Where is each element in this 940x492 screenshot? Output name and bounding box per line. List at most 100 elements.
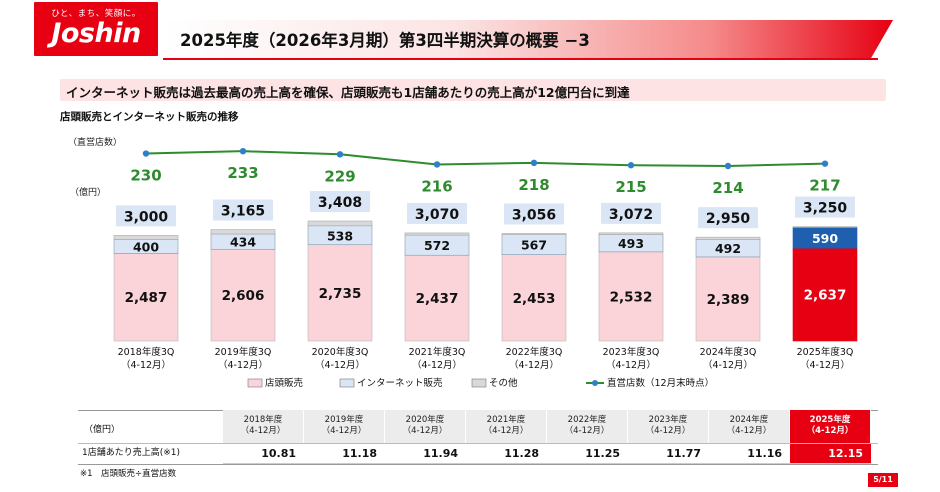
- category-sublabel: （4-12月）: [606, 359, 656, 371]
- category-sublabel: （4-12月）: [509, 359, 559, 371]
- category-label: 2018年度3Q: [118, 346, 175, 358]
- table-header-period: （4-12月）: [240, 426, 286, 436]
- table-header-year: 2021年度: [486, 415, 526, 425]
- table-header-year: 2023年度: [648, 415, 688, 425]
- table-unit: （億円）: [84, 425, 121, 435]
- page-number: 5/11: [868, 473, 898, 487]
- store-count-label: 229: [324, 167, 355, 185]
- store-count-point: [627, 162, 635, 169]
- table-header-year: 2020年度: [405, 415, 445, 425]
- store-sales-label: 2,453: [513, 291, 556, 307]
- internet-sales-label: 400: [133, 239, 159, 254]
- headline-text: インターネット販売は過去最高の売上高を確保、店頭販売も1店舗あたりの売上高が12…: [66, 85, 630, 100]
- category-label: 2024年度3Q: [700, 346, 757, 358]
- bar-other-sales: [695, 236, 761, 240]
- legend-swatch: [471, 378, 487, 388]
- table-header-cell: 2018年度 （4-12月）: [223, 410, 304, 443]
- sales-chart: （直営店数）（億円）2,4874003,0002302018年度3Q（4-12月…: [68, 136, 858, 389]
- category-sublabel: （4-12月）: [315, 359, 365, 371]
- category-sublabel: （4-12月）: [121, 359, 171, 371]
- category-label: 2023年度3Q: [603, 346, 660, 358]
- bar-store-sales: [598, 251, 664, 342]
- store-sales-label: 2,487: [125, 290, 168, 306]
- category-label: 2020年度3Q: [312, 346, 369, 358]
- total-label-box: [504, 203, 564, 225]
- table-header-period: （4-12月）: [564, 426, 610, 436]
- table-value-cell: 11.94: [385, 443, 466, 464]
- table-header-cell: 2022年度 （4-12月）: [547, 410, 628, 443]
- store-sales-label: 2,532: [610, 289, 653, 305]
- table-header-year: 2018年度: [243, 415, 283, 425]
- store-sales-label: 2,735: [319, 286, 362, 302]
- total-sales-label: 3,000: [124, 209, 169, 225]
- total-sales-label: 3,250: [803, 201, 848, 217]
- table-value-cell: 11.77: [628, 443, 709, 464]
- bar-store-sales: [210, 248, 276, 342]
- store-count-label: 215: [615, 178, 646, 196]
- headline-banner: [60, 79, 886, 101]
- table-header-cell: 2021年度 （4-12月）: [466, 410, 547, 443]
- logo-wordmark: Joshin: [51, 18, 141, 49]
- table-bottom-border: [78, 464, 878, 465]
- store-count-point: [142, 150, 150, 157]
- store-count-point: [336, 151, 344, 158]
- total-sales-label: 3,072: [609, 207, 653, 223]
- table-header-period: （4-12月）: [726, 426, 772, 436]
- page-title: 2025年度（2026年3月期）第3四半期決算の概要 −3: [180, 31, 590, 50]
- table-header-period: （4-12月）: [483, 426, 529, 436]
- store-count-label: 214: [712, 179, 743, 197]
- total-label-box: [795, 196, 855, 218]
- header-bar: [163, 20, 893, 58]
- store-count-label: 216: [421, 177, 452, 195]
- store-count-point: [433, 161, 441, 168]
- category-label: 2025年度3Q: [797, 346, 854, 358]
- table-value-cell: 11.16: [709, 443, 790, 464]
- category-label: 2019年度3Q: [215, 346, 272, 358]
- chart-subtitle: 店頭販売とインターネット販売の推移: [60, 111, 239, 123]
- table-header-period: （4-12月）: [806, 426, 854, 436]
- table-header-cell: 2019年度 （4-12月）: [304, 410, 385, 443]
- legend-marker: [592, 380, 598, 386]
- store-count-line: [145, 150, 826, 168]
- table-mid-border: [78, 443, 878, 444]
- store-count-point: [724, 162, 732, 170]
- total-sales-label: 3,165: [221, 204, 265, 220]
- legend-swatch: [339, 378, 355, 388]
- bar-store-sales: [792, 247, 858, 342]
- store-axis-label: （直営店数）: [68, 136, 122, 148]
- category-label: 2022年度3Q: [506, 346, 563, 358]
- bar-other-sales: [113, 235, 179, 240]
- internet-sales-label: 538: [327, 228, 353, 243]
- total-sales-label: 3,408: [318, 195, 362, 211]
- internet-sales-label: 572: [424, 238, 450, 253]
- legend-label: 店頭販売: [265, 377, 303, 389]
- table-header-year: 2019年度: [324, 415, 364, 425]
- table-value-cell: 10.81: [223, 443, 304, 464]
- category-sublabel: （4-12月）: [800, 359, 850, 371]
- bar-store-sales: [695, 256, 761, 342]
- sales-axis-label: （億円）: [70, 186, 106, 198]
- bar-other-sales: [501, 233, 567, 235]
- store-sales-label: 2,437: [416, 291, 459, 307]
- total-label-box: [116, 205, 176, 227]
- store-count-label: 233: [227, 164, 258, 182]
- store-count-label: 217: [809, 177, 840, 195]
- store-sales-label: 2,606: [222, 288, 265, 304]
- bar-store-sales: [404, 254, 470, 342]
- bar-store-sales: [113, 253, 179, 342]
- store-count-label: 230: [130, 167, 161, 185]
- store-count-point: [239, 147, 247, 155]
- bar-other-sales: [792, 226, 858, 228]
- table-value-cell: 12.15: [790, 443, 871, 464]
- table-header-period: （4-12月）: [321, 426, 367, 436]
- legend-label: その他: [489, 377, 518, 389]
- table-row-label: 1店舗あたり売上高(※1): [82, 448, 181, 458]
- bar-store-sales: [501, 254, 567, 342]
- category-sublabel: （4-12月）: [703, 359, 753, 371]
- store-sales-label: 2,637: [804, 288, 847, 304]
- legend-label: 直営店数（12月末時点）: [607, 377, 714, 389]
- bar-other-sales: [598, 232, 664, 235]
- legend-label: インターネット販売: [357, 377, 443, 389]
- total-label-box: [601, 202, 661, 224]
- bar-store-sales: [307, 244, 373, 342]
